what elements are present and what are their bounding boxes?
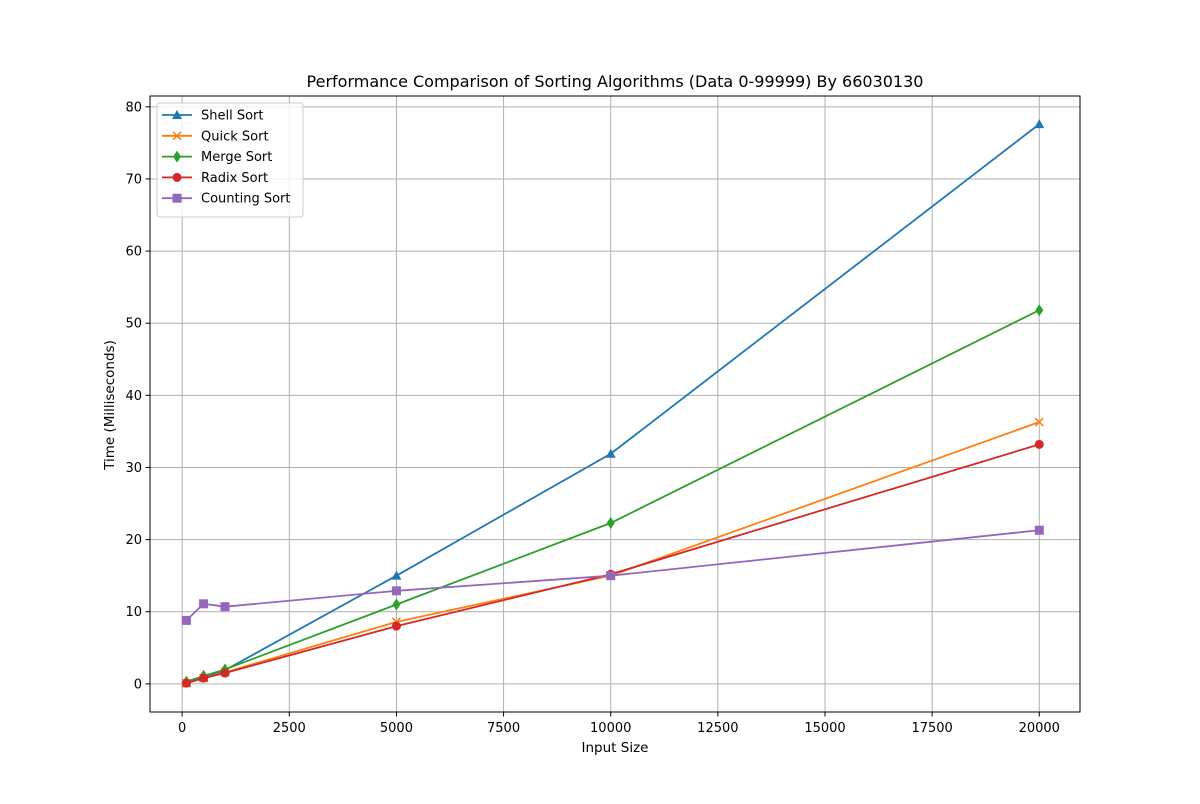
x-axis-label: Input Size [582,740,649,756]
plot-frame [149,95,1081,713]
merge-sort-point [606,517,615,530]
series-quick-sort [181,417,1044,688]
x-tick-label: 20000 [1019,721,1060,736]
radix-sort-point [199,673,209,683]
quick-sort-line [186,421,1040,685]
y-tick-label: 20 [125,533,142,548]
y-tick-label: 10 [125,605,142,620]
counting-sort-point [220,602,230,612]
x-tick-label: 2500 [273,721,306,736]
counting-sort-point [199,599,209,609]
shell-sort-point [1034,119,1045,129]
legend-marker [172,172,182,182]
radix-sort-point [391,621,401,631]
series-radix-sort [181,439,1044,688]
y-tick-label: 60 [125,245,142,260]
legend-label: Shell Sort [201,109,264,124]
chart-title: Performance Comparison of Sorting Algori… [307,72,924,91]
y-tick-label: 70 [125,172,142,187]
legend-item-counting-sort: Counting Sort [162,192,291,207]
x-tick-label: 10000 [590,721,631,736]
quick-sort-point [1034,417,1044,427]
y-tick-label: 50 [125,317,142,332]
counting-sort-point [391,586,401,596]
shell-sort-point [391,570,402,580]
legend-label: Counting Sort [201,192,291,207]
merge-sort-line [186,309,1040,683]
radix-sort-point [181,678,191,688]
legend: Shell Sort Quick Sort Merge Sort Radix Sort… [156,102,304,218]
legend-item-quick-sort: Quick Sort [162,129,269,144]
radix-sort-point [1034,439,1044,449]
y-tick-label: 30 [125,461,142,476]
legend-marker [172,193,182,203]
legend-item-merge-sort: Merge Sort [162,150,272,165]
legend-label: Merge Sort [201,150,272,165]
x-tick-label: 5000 [380,721,413,736]
series-merge-sort [182,304,1044,688]
y-tick-label: 0 [134,677,142,692]
legend-item-radix-sort: Radix Sort [162,171,268,186]
x-tick-label: 7500 [487,721,520,736]
merge-sort-point [392,598,401,611]
y-tick-label: 40 [125,389,142,404]
y-axis-label: Time (Milliseconds) [102,340,118,471]
grid [150,96,1080,712]
counting-sort-point [181,615,191,625]
series-shell-sort [181,119,1045,688]
shell-sort-point [605,448,616,458]
x-tick-label: 0 [178,721,186,736]
counting-sort-point [1034,525,1044,535]
counting-sort-point [606,571,616,581]
merge-sort-point [1035,304,1044,317]
series-counting-sort [181,525,1044,625]
radix-sort-line [186,443,1040,685]
x-tick-label: 17500 [911,721,952,736]
axes: 0 2500 5000 7500 10000 12500 15000 17500 20000 0 1… [125,95,1081,736]
legend-marker [172,131,182,141]
x-tick-label: 15000 [804,721,845,736]
y-tick-label: 80 [125,100,142,115]
radix-sort-point [220,668,230,678]
series-layer [181,119,1045,688]
legend-label: Quick Sort [201,129,269,144]
legend-item-shell-sort: Shell Sort [162,109,264,124]
x-tick-label: 12500 [697,721,738,736]
legend-marker [173,150,181,163]
legend-box [156,102,304,218]
legend-marker [172,110,182,119]
legend-label: Radix Sort [201,171,268,186]
